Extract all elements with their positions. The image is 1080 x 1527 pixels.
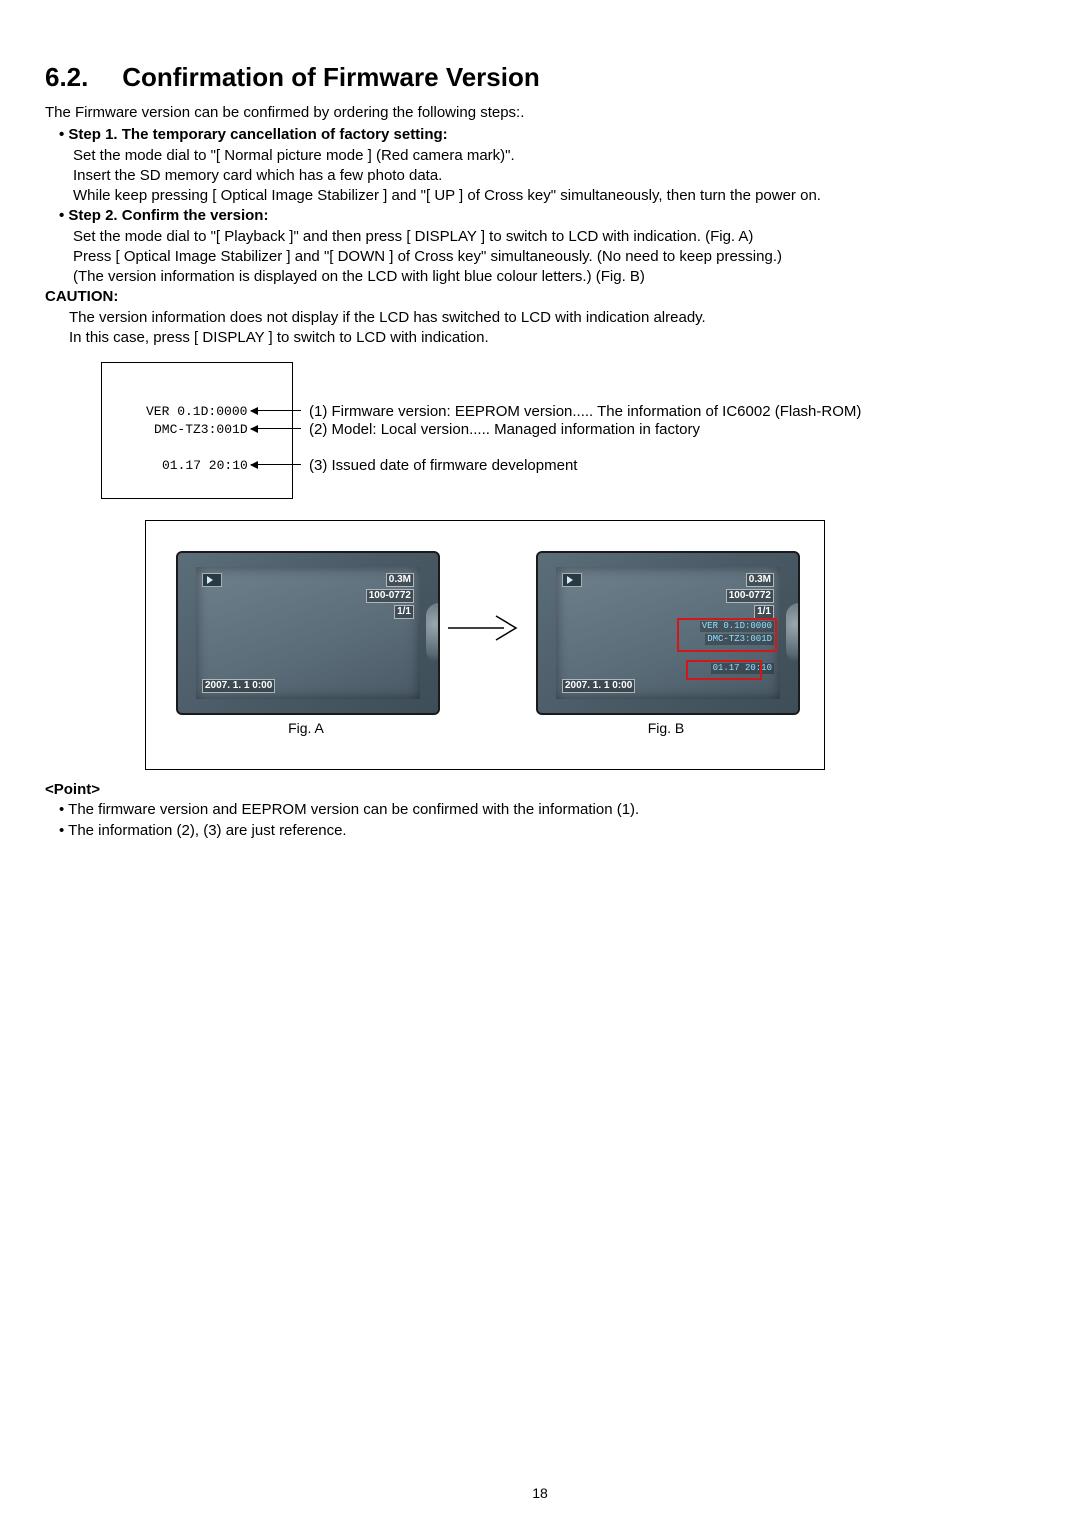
intro-text: The Firmware version can be confirmed by… bbox=[45, 103, 1035, 123]
caution-line1: The version information does not display… bbox=[69, 308, 1035, 328]
osd-size-b: 0.3M bbox=[746, 573, 774, 587]
version-line1: VER 0.1D:0000 bbox=[146, 403, 247, 421]
osd-ver2: DMC-TZ3:001D bbox=[705, 634, 774, 645]
step1-line1: Set the mode dial to "[ Normal picture m… bbox=[73, 146, 1035, 166]
camera-dial-icon bbox=[426, 603, 440, 663]
lcd-b-screen: 0.3M 100-0772 1/1 VER 0.1D:0000 DMC-TZ3:… bbox=[556, 567, 780, 699]
section-number: 6.2. bbox=[45, 60, 115, 95]
step1-block: Step 1. The temporary cancellation of fa… bbox=[59, 125, 1035, 206]
caution-line2: In this case, press [ DISPLAY ] to switc… bbox=[69, 328, 1035, 348]
annotation-2: (2) Model: Local version..... Managed in… bbox=[309, 420, 700, 440]
lcd-a-screen: 0.3M 100-0772 1/1 2007. 1. 1 0:00 bbox=[196, 567, 420, 699]
point-item-2: The information (2), (3) are just refere… bbox=[59, 821, 1035, 841]
osd-datetime-a: 2007. 1. 1 0:00 bbox=[202, 679, 275, 693]
osd-folder-a: 100-0772 bbox=[366, 589, 414, 603]
version-line3: 01.17 20:10 bbox=[162, 457, 248, 475]
osd-folder-b: 100-0772 bbox=[726, 589, 774, 603]
camera-dial-icon bbox=[786, 603, 800, 663]
step1-line2: Insert the SD memory card which has a fe… bbox=[73, 166, 1035, 186]
play-icon bbox=[202, 573, 222, 587]
diagram-version-annotations: VER 0.1D:0000 DMC-TZ3:001D 01.17 20:10 (… bbox=[101, 362, 1035, 502]
page: 6.2. Confirmation of Firmware Version Th… bbox=[0, 0, 1080, 1527]
osd-ver3: 01.17 20:10 bbox=[711, 663, 774, 674]
diagram-lcd-figures: 0.3M 100-0772 1/1 2007. 1. 1 0:00 0.3M 1… bbox=[145, 520, 825, 770]
section-title-text: Confirmation of Firmware Version bbox=[122, 62, 540, 92]
point-title: <Point> bbox=[45, 780, 1035, 800]
version-text-box: VER 0.1D:0000 DMC-TZ3:001D 01.17 20:10 bbox=[101, 362, 293, 499]
fig-b-label: Fig. B bbox=[536, 719, 796, 738]
osd-count-a: 1/1 bbox=[394, 605, 414, 619]
osd-count-b: 1/1 bbox=[754, 605, 774, 619]
osd-ver1: VER 0.1D:0000 bbox=[700, 621, 774, 632]
lcd-fig-a: 0.3M 100-0772 1/1 2007. 1. 1 0:00 bbox=[176, 551, 440, 715]
page-number: 18 bbox=[0, 1484, 1080, 1503]
fig-a-label: Fig. A bbox=[176, 719, 436, 738]
section-heading: 6.2. Confirmation of Firmware Version bbox=[45, 60, 1035, 95]
step1-title: Step 1. The temporary cancellation of fa… bbox=[59, 125, 1035, 145]
point-item-1: The firmware version and EEPROM version … bbox=[59, 800, 1035, 820]
arrow-icon bbox=[251, 428, 301, 429]
arrow-icon bbox=[251, 464, 301, 465]
osd-size-a: 0.3M bbox=[386, 573, 414, 587]
lcd-fig-b: 0.3M 100-0772 1/1 VER 0.1D:0000 DMC-TZ3:… bbox=[536, 551, 800, 715]
step1-line3: While keep pressing [ Optical Image Stab… bbox=[73, 186, 1035, 206]
osd-datetime-b: 2007. 1. 1 0:00 bbox=[562, 679, 635, 693]
step2-block: Step 2. Confirm the version: Set the mod… bbox=[59, 206, 1035, 287]
step2-line2: Press [ Optical Image Stabilizer ] and "… bbox=[73, 247, 1035, 267]
arrow-right-icon bbox=[446, 611, 524, 645]
version-line2: DMC-TZ3:001D bbox=[154, 421, 248, 439]
annotation-3: (3) Issued date of firmware development bbox=[309, 456, 577, 476]
caution-title: CAUTION: bbox=[45, 287, 1035, 307]
step2-line1: Set the mode dial to "[ Playback ]" and … bbox=[73, 227, 1035, 247]
arrow-icon bbox=[251, 410, 301, 411]
step2-line3: (The version information is displayed on… bbox=[73, 267, 1035, 287]
play-icon bbox=[562, 573, 582, 587]
step2-title: Step 2. Confirm the version: bbox=[59, 206, 1035, 226]
